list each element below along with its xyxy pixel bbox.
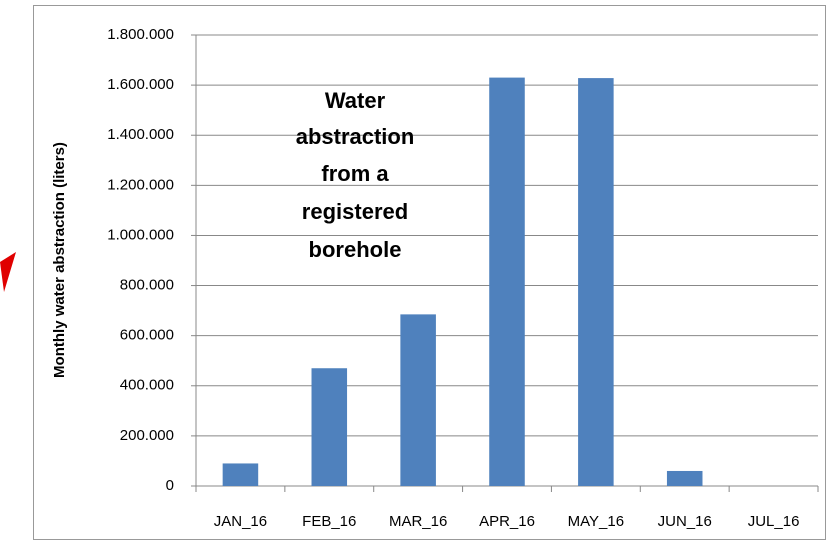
x-tick-label: APR_16 bbox=[479, 513, 535, 530]
annotation: from a bbox=[321, 161, 389, 186]
y-tick-label: 1.000.000 bbox=[107, 226, 174, 243]
y-tick-label: 1.200.000 bbox=[107, 176, 174, 193]
y-tick-label: 1.400.000 bbox=[107, 126, 174, 143]
y-axis-label: Monthly water abstraction (liters) bbox=[51, 142, 68, 378]
x-tick-label: JUL_16 bbox=[748, 513, 800, 530]
x-tick-label: MAY_16 bbox=[568, 513, 624, 530]
red-arrow bbox=[0, 252, 16, 292]
bar bbox=[222, 463, 259, 486]
bar bbox=[400, 314, 436, 486]
y-tick-label: 0 bbox=[166, 477, 174, 494]
y-tick-label: 600.000 bbox=[120, 327, 174, 344]
x-tick-label: JAN_16 bbox=[214, 513, 267, 530]
bar bbox=[489, 77, 525, 486]
y-tick-label: 200.000 bbox=[120, 427, 174, 444]
bar bbox=[666, 470, 703, 486]
bar bbox=[311, 368, 348, 486]
annotation: abstraction bbox=[296, 124, 415, 149]
x-tick-label: MAR_16 bbox=[389, 513, 447, 530]
x-tick-label: JUN_16 bbox=[658, 513, 712, 530]
annotation: borehole bbox=[309, 237, 402, 262]
x-tick-label: FEB_16 bbox=[302, 513, 356, 530]
bar bbox=[578, 78, 614, 487]
annotation: Water bbox=[325, 88, 386, 113]
y-tick-label: 1.600.000 bbox=[107, 76, 174, 93]
annotation: registered bbox=[302, 199, 408, 224]
y-tick-label: 800.000 bbox=[120, 277, 174, 294]
y-tick-label: 400.000 bbox=[120, 377, 174, 394]
y-tick-label: 1.800.000 bbox=[107, 26, 174, 43]
